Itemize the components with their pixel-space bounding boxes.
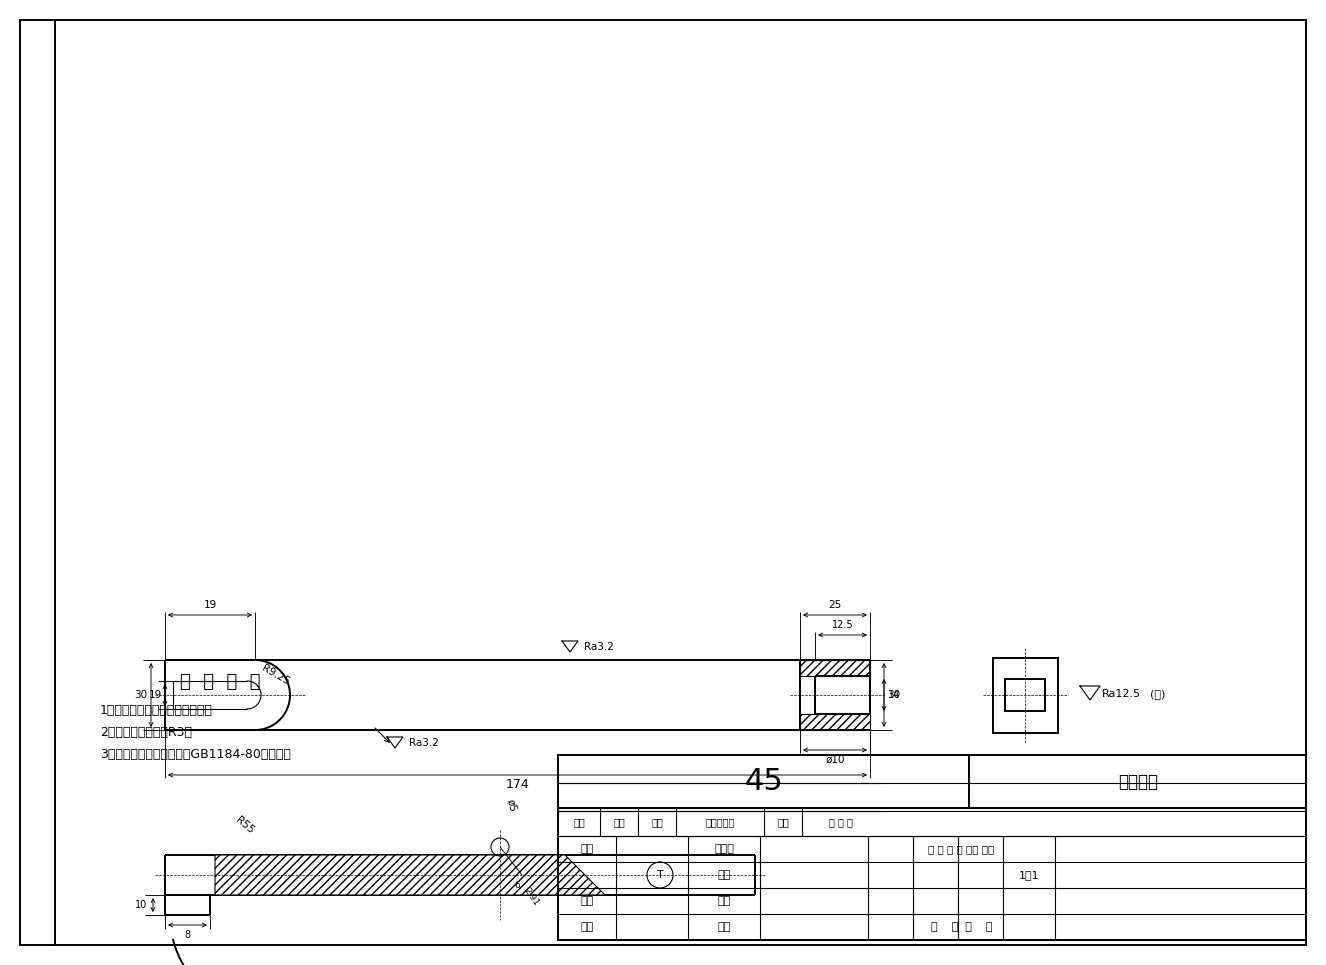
Text: 19: 19 xyxy=(203,600,216,610)
Text: 3、未注明形状公差应符合GB1184-80的要求。: 3、未注明形状公差应符合GB1184-80的要求。 xyxy=(99,748,290,760)
Text: Ra3.2: Ra3.2 xyxy=(583,642,614,652)
Text: 2.91: 2.91 xyxy=(522,886,541,908)
Text: 14: 14 xyxy=(888,690,900,700)
Text: (也): (也) xyxy=(1150,689,1166,699)
Text: 批准: 批准 xyxy=(717,922,731,932)
Text: ø10: ø10 xyxy=(825,755,845,765)
Bar xyxy=(992,657,1058,732)
Text: 30: 30 xyxy=(887,690,900,700)
Text: 12.5: 12.5 xyxy=(831,620,854,630)
Text: Ra12.5: Ra12.5 xyxy=(1102,689,1142,699)
Text: 审核: 审核 xyxy=(581,896,594,906)
Bar xyxy=(800,660,870,676)
Text: 分区: 分区 xyxy=(651,817,663,827)
Text: R9.25: R9.25 xyxy=(260,663,292,687)
Text: 10: 10 xyxy=(135,900,147,910)
Text: 设计: 设计 xyxy=(581,844,594,854)
Text: 6: 6 xyxy=(514,880,520,890)
Text: T: T xyxy=(656,870,663,880)
Text: 年 月 日: 年 月 日 xyxy=(829,817,853,827)
Text: 2、未注明圆角均为R3；: 2、未注明圆角均为R3； xyxy=(99,726,192,738)
Text: 共    张  第    张: 共 张 第 张 xyxy=(931,922,992,932)
Text: 174: 174 xyxy=(505,779,529,791)
Text: 1、零件加工表面上不应有划痕；: 1、零件加工表面上不应有划痕； xyxy=(99,703,213,716)
Text: R55: R55 xyxy=(233,814,256,836)
Text: 处数: 处数 xyxy=(613,817,625,827)
Text: 30: 30 xyxy=(134,690,147,700)
Text: 45: 45 xyxy=(744,767,784,796)
Text: 技  术  要  求: 技 术 要 求 xyxy=(180,673,260,691)
Text: 19: 19 xyxy=(149,690,162,700)
Text: Ra3.2: Ra3.2 xyxy=(408,738,439,748)
Polygon shape xyxy=(215,855,605,895)
Text: 工艺: 工艺 xyxy=(581,922,594,932)
Text: 1：1: 1：1 xyxy=(1018,870,1040,880)
Text: 班级: 班级 xyxy=(717,870,731,880)
Bar xyxy=(558,755,1306,940)
Text: 更改文件号: 更改文件号 xyxy=(705,817,735,827)
Bar xyxy=(800,714,870,730)
Bar xyxy=(1005,679,1045,711)
Text: 标准化: 标准化 xyxy=(715,844,733,854)
Text: 签名: 签名 xyxy=(777,817,789,827)
Text: ø5: ø5 xyxy=(505,797,518,813)
Text: 阶 段 标 记 重量 比例: 阶 段 标 记 重量 比例 xyxy=(928,844,994,854)
Text: 学号: 学号 xyxy=(717,896,731,906)
Text: 25: 25 xyxy=(829,600,842,610)
Text: 铳钉压板: 铳钉压板 xyxy=(1118,773,1158,790)
Text: 标记: 标记 xyxy=(573,817,585,827)
Text: 8: 8 xyxy=(184,930,191,940)
